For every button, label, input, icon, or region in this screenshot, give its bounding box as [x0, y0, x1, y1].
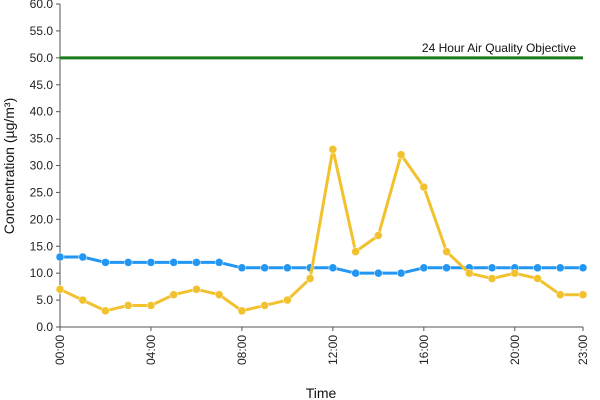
data-point: [283, 263, 292, 273]
data-point: [214, 258, 224, 267]
data-point: [260, 301, 269, 310]
data-point: [192, 258, 201, 267]
data-point: [146, 301, 156, 310]
data-point: [533, 274, 542, 283]
data-point: [237, 306, 247, 316]
data-point: [487, 263, 497, 273]
x-tick-label: 08:00: [235, 335, 249, 365]
y-tick-label: 15.0: [30, 239, 54, 253]
data-point: [101, 306, 110, 316]
data-point: [328, 145, 338, 154]
data-point: [419, 182, 429, 192]
data-point: [78, 252, 87, 262]
data-point: [78, 295, 87, 305]
data-point: [578, 290, 588, 299]
y-tick-label: 50.0: [30, 51, 54, 65]
x-tick-label: 16:00: [417, 335, 431, 365]
y-tick-label: 10.0: [30, 266, 54, 280]
data-point: [169, 258, 178, 267]
data-point: [487, 274, 497, 283]
data-point: [55, 252, 65, 262]
data-point: [101, 258, 110, 267]
data-point: [351, 247, 360, 256]
y-tick-label: 60.0: [30, 0, 54, 11]
y-tick-label: 0.0: [36, 320, 53, 334]
data-point: [442, 263, 451, 273]
data-point: [396, 268, 406, 278]
x-tick-labels: 00:00 04:00 08:00 12:00 16:00 20:00 23:00: [53, 335, 590, 365]
data-point: [533, 263, 542, 273]
data-point: [556, 290, 565, 299]
y-axis-title: Concentration (µg/m³): [1, 98, 17, 234]
data-point: [214, 290, 224, 299]
y-tick-label: 40.0: [30, 105, 54, 119]
data-point: [465, 268, 474, 278]
data-point: [374, 231, 383, 240]
y-tick-label: 30.0: [30, 159, 54, 173]
x-tick-label: 04:00: [144, 335, 158, 365]
data-point: [192, 285, 201, 294]
data-point: [283, 295, 292, 305]
data-point: [123, 301, 133, 310]
y-tick-label: 35.0: [30, 132, 54, 146]
series-1: [55, 252, 588, 278]
data-point: [146, 258, 156, 267]
series-group: [55, 145, 588, 316]
x-tick-label: 20:00: [508, 335, 522, 365]
data-point: [419, 263, 429, 273]
data-point: [260, 263, 269, 273]
data-point: [442, 247, 451, 256]
data-point: [374, 268, 383, 278]
data-point: [578, 263, 588, 273]
objective-line-group: 24 Hour Air Quality Objective: [60, 41, 583, 60]
y-tick-label: 25.0: [30, 185, 54, 199]
data-point: [305, 274, 315, 283]
x-tick-label: 12:00: [326, 335, 340, 365]
data-point: [237, 263, 247, 273]
objective-label: 24 Hour Air Quality Objective: [422, 41, 576, 55]
series-line: [59, 147, 583, 313]
y-tick-label: 55.0: [30, 24, 54, 38]
data-point: [396, 150, 406, 159]
data-point: [328, 263, 338, 273]
data-point: [55, 285, 65, 294]
series-2: [55, 145, 588, 316]
data-point: [169, 290, 178, 299]
y-tick-label: 5.0: [36, 293, 53, 307]
data-point: [556, 263, 565, 273]
data-point: [123, 258, 133, 267]
x-axis-title: Time: [306, 385, 337, 400]
data-point: [510, 268, 520, 278]
y-tick-label: 45.0: [30, 78, 54, 92]
y-tick-labels: 0.0 5.0 10.0 15.0 20.0 25.0 30.0 35.0 40.0 45.0 50…: [30, 0, 54, 334]
data-point: [351, 268, 360, 278]
series-line: [60, 255, 583, 275]
x-tick-label: 00:00: [53, 335, 67, 365]
y-tick-label: 20.0: [30, 212, 54, 226]
x-tick-label: 23:00: [576, 335, 590, 365]
